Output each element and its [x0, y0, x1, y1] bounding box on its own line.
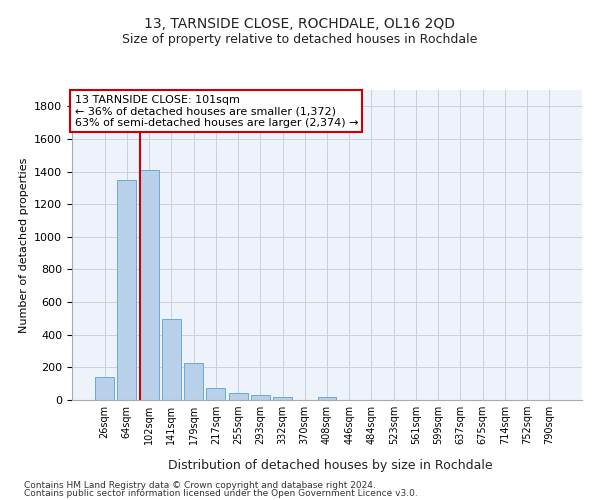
Bar — [229, 393, 248, 400]
Bar — [317, 397, 337, 400]
Text: 13, TARNSIDE CLOSE, ROCHDALE, OL16 2QD: 13, TARNSIDE CLOSE, ROCHDALE, OL16 2QD — [145, 18, 455, 32]
Bar — [206, 388, 225, 400]
Text: Contains public sector information licensed under the Open Government Licence v3: Contains public sector information licen… — [24, 489, 418, 498]
Text: 13 TARNSIDE CLOSE: 101sqm
← 36% of detached houses are smaller (1,372)
63% of se: 13 TARNSIDE CLOSE: 101sqm ← 36% of detac… — [74, 94, 358, 128]
Bar — [118, 180, 136, 400]
Bar — [251, 396, 270, 400]
Text: Distribution of detached houses by size in Rochdale: Distribution of detached houses by size … — [167, 458, 493, 471]
Bar — [273, 397, 292, 400]
Y-axis label: Number of detached properties: Number of detached properties — [19, 158, 29, 332]
Bar — [162, 319, 181, 400]
Text: Contains HM Land Registry data © Crown copyright and database right 2024.: Contains HM Land Registry data © Crown c… — [24, 480, 376, 490]
Bar — [184, 364, 203, 400]
Bar — [140, 170, 158, 400]
Bar — [95, 377, 114, 400]
Text: Size of property relative to detached houses in Rochdale: Size of property relative to detached ho… — [122, 32, 478, 46]
